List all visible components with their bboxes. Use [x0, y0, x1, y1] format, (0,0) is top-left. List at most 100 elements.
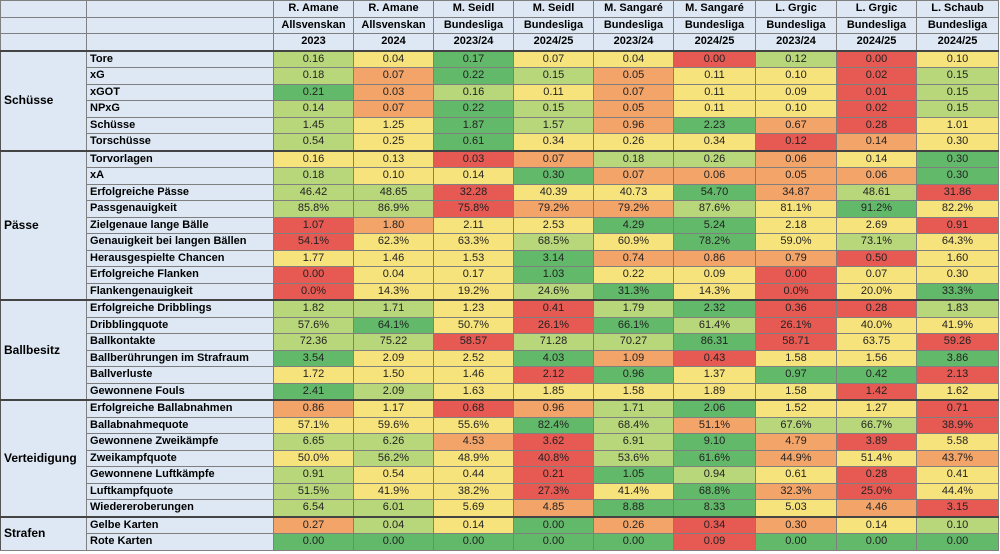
stat-cell: 59.26: [916, 333, 999, 351]
stat-cell: 0.79: [755, 249, 837, 267]
player-league: Bundesliga: [593, 16, 674, 34]
stat-cell: 0.0%: [273, 282, 354, 301]
metric-label: Ballabnahmequote: [86, 416, 274, 434]
stat-cell: 2.11: [433, 216, 514, 234]
stat-cell: 86.31: [673, 333, 756, 351]
stat-cell: 51.5%: [273, 482, 354, 500]
stat-cell: 1.58: [755, 349, 837, 367]
stat-cell: 0.00: [916, 533, 999, 551]
player-league: Bundesliga: [916, 16, 999, 34]
table-row: Gewonnene Fouls 2.41 2.09 1.63 1.85 1.58 1.89 1…: [1, 382, 999, 401]
metric-label: Erfolgreiche Pässe: [86, 183, 274, 201]
stat-cell: 2.52: [433, 349, 514, 367]
stat-cell: 6.01: [353, 499, 434, 517]
stat-cell: 0.10: [755, 67, 837, 85]
stat-cell: 0.00: [273, 266, 354, 284]
stat-cell: 0.10: [916, 515, 999, 534]
stat-cell: 0.43: [673, 349, 756, 367]
stat-cell: 1.07: [273, 216, 354, 234]
stat-cell: 0.09: [755, 83, 837, 101]
player-season: 2024/25: [836, 33, 917, 52]
stat-cell: 4.29: [593, 216, 674, 234]
stat-cell: 55.6%: [433, 416, 514, 434]
stat-cell: 0.30: [755, 515, 837, 534]
stat-cell: 0.07: [353, 67, 434, 85]
stat-cell: 32.28: [433, 183, 514, 201]
stat-cell: 68.5%: [513, 233, 594, 251]
stat-cell: 40.8%: [513, 449, 594, 467]
stat-cell: 56.2%: [353, 449, 434, 467]
stat-cell: 0.28: [836, 299, 917, 318]
stat-cell: 0.54: [273, 133, 354, 151]
stat-cell: 1.05: [593, 466, 674, 484]
stat-cell: 75.22: [353, 333, 434, 351]
stat-cell: 0.00: [836, 533, 917, 551]
table-row: Zweikampfquote 50.0% 56.2% 48.9% 40.8% 53.6% 6…: [1, 449, 999, 467]
stat-cell: 0.21: [273, 83, 354, 101]
stat-cell: 2.23: [673, 116, 756, 134]
stat-cell: 0.67: [755, 116, 837, 134]
stat-cell: 24.6%: [513, 282, 594, 301]
stat-cell: 0.11: [673, 83, 756, 101]
stat-cell: 71.28: [513, 333, 594, 351]
stat-cell: 3.62: [513, 433, 594, 451]
table-row: Rote Karten 0.00 0.00 0.00 0.00 0.00 0.09 0.00 0…: [1, 533, 999, 551]
stat-cell: 0.91: [273, 466, 354, 484]
stat-cell: 0.26: [593, 515, 674, 534]
table-row: Schüsse Tore 0.16 0.04 0.17 0.07 0.04 0.00 0.12 0…: [0, 49, 999, 151]
stat-cell: 62.3%: [353, 233, 434, 251]
table-row: Gewonnene Luftkämpfe 0.91 0.54 0.44 0.21 1.05…: [1, 466, 999, 484]
stat-cell: 1.37: [673, 366, 756, 384]
stat-cell: 68.8%: [673, 482, 756, 500]
player-league: Allsvenskan: [273, 16, 354, 34]
stat-cell: 6.26: [353, 433, 434, 451]
stat-cell: 0.30: [513, 167, 594, 185]
stat-cell: 2.18: [755, 216, 837, 234]
table-row: Verteidigung Erfolgreiche Ballabnahmen 0.8…: [0, 399, 999, 517]
stat-cell: 0.00: [513, 515, 594, 534]
table-row: Genauigkeit bei langen Bällen 54.1% 62.3% 6…: [1, 233, 999, 251]
stat-cell: 41.9%: [353, 482, 434, 500]
stat-cell: 1.52: [755, 399, 837, 418]
stat-cell: 0.91: [916, 216, 999, 234]
stat-cell: 0.30: [916, 266, 999, 284]
stat-cell: 0.07: [513, 149, 594, 168]
stat-cell: 27.3%: [513, 482, 594, 500]
stat-cell: 0.15: [916, 83, 999, 101]
table-row: Schüsse 1.45 1.25 1.87 1.57 0.96 2.23 0.67 0.28 1…: [1, 116, 999, 134]
stat-cell: 0.13: [353, 149, 434, 168]
player-league: Bundesliga: [755, 16, 837, 34]
player-season: 2023: [273, 33, 354, 52]
stat-cell: 6.65: [273, 433, 354, 451]
stat-cell: 8.88: [593, 499, 674, 517]
stat-cell: 0.74: [593, 249, 674, 267]
stat-cell: 3.54: [273, 349, 354, 367]
stat-cell: 0.02: [836, 100, 917, 118]
metric-label: Genauigkeit bei langen Bällen: [86, 233, 274, 251]
stat-cell: 0.07: [513, 49, 594, 68]
metric-label: Gewonnene Fouls: [86, 382, 274, 401]
player-season: 2024/25: [916, 33, 999, 52]
stat-cell: 1.03: [513, 266, 594, 284]
stat-cell: 0.04: [593, 49, 674, 68]
stat-cell: 1.80: [353, 216, 434, 234]
stat-cell: 0.00: [836, 49, 917, 68]
stat-cell: 41.4%: [593, 482, 674, 500]
stat-cell: 1.57: [513, 116, 594, 134]
stat-cell: 0.15: [513, 67, 594, 85]
player-name: M. Sangaré: [673, 0, 756, 18]
table-row: xGOT 0.21 0.03 0.16 0.11 0.07 0.11 0.09 0.01 0.15: [1, 83, 999, 101]
metric-label: Wiedereroberungen: [86, 499, 274, 517]
metric-label: Flankengenauigkeit: [86, 282, 274, 301]
metric-label: Torschüsse: [86, 133, 274, 151]
stat-cell: 79.2%: [513, 200, 594, 218]
table-row: Erfolgreiche Flanken 0.00 0.04 0.17 1.03 0.22…: [1, 266, 999, 284]
stat-cell: 0.10: [755, 100, 837, 118]
stat-cell: 0.11: [513, 83, 594, 101]
stat-cell: 0.11: [673, 67, 756, 85]
table-row: xG 0.18 0.07 0.22 0.15 0.05 0.11 0.10 0.02 0.15: [1, 67, 999, 85]
stat-cell: 0.27: [273, 515, 354, 534]
player-name: L. Grgic: [755, 0, 837, 18]
stat-cell: 0.14: [836, 133, 917, 151]
stat-cell: 26.1%: [755, 316, 837, 334]
